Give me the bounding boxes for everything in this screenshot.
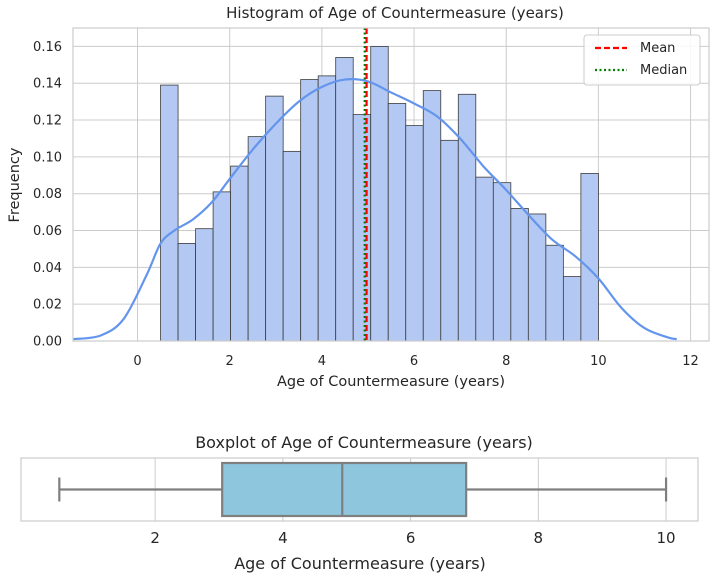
boxplot-x-tick-label: 10 <box>657 529 676 547</box>
histogram-x-tick-label: 10 <box>590 354 607 369</box>
histogram-bar <box>282 150 302 342</box>
boxplot-x-label: Age of Countermeasure (years) <box>234 554 486 573</box>
histogram-frame <box>72 27 710 342</box>
histogram-bar <box>160 84 179 342</box>
histogram-bar <box>177 243 196 342</box>
boxplot-panel: Boxplot of Age of Countermeasure (years)… <box>20 433 699 573</box>
histogram-x-tick-label: 6 <box>410 354 418 369</box>
histogram-bar <box>212 191 232 342</box>
histogram-y-tick-label: 0.14 <box>33 77 62 92</box>
histogram-bar <box>335 57 354 342</box>
histogram-y-tick-label: 0.08 <box>33 187 62 202</box>
boxplot-x-tick-label: 6 <box>406 529 416 547</box>
histogram-bar <box>422 90 442 342</box>
histogram-bar <box>247 136 267 342</box>
histogram-bar <box>562 276 582 342</box>
histogram-x-label: Age of Countermeasure (years) <box>277 374 505 390</box>
histogram-panel: Histogram of Age of Countermeasure (year… <box>7 4 710 390</box>
histogram-bar <box>457 93 477 342</box>
kde-curve <box>72 78 677 341</box>
histogram-y-tick-label: 0.02 <box>33 298 62 313</box>
histogram-bar <box>300 79 319 342</box>
histogram-y-tick-label: 0.10 <box>33 150 62 165</box>
histogram-bar <box>527 213 547 342</box>
histogram-bar <box>475 176 494 342</box>
histogram-bar <box>580 173 599 342</box>
histogram-x-tick-label: 0 <box>133 354 141 369</box>
histogram-bar <box>492 182 512 342</box>
histogram-bar <box>545 244 564 342</box>
histogram-x-ticks: 0 2 4 6 8 10 12 <box>133 354 698 369</box>
boxplot-shape <box>58 461 668 518</box>
legend: Mean Median <box>583 34 701 86</box>
boxplot-x-tick-label: 8 <box>534 529 544 547</box>
histogram-bar <box>387 103 407 342</box>
histogram-y-tick-label: 0.06 <box>33 224 62 239</box>
histogram-bar <box>195 228 214 342</box>
histogram-x-tick-label: 2 <box>226 354 234 369</box>
histogram-y-label: Frequency <box>7 147 23 222</box>
histogram-bar <box>230 165 249 342</box>
histogram-y-ticks: 0.00 0.02 0.04 0.06 0.08 0.10 0.12 0.14 0.16 <box>33 40 62 350</box>
histogram-y-tick-label: 0.00 <box>33 335 62 350</box>
iqr-box <box>221 461 468 518</box>
kde-curve-group <box>72 78 677 341</box>
histogram-bar <box>317 75 337 342</box>
histogram-bar <box>440 139 459 342</box>
boxplot-frame <box>20 457 699 522</box>
histogram-y-tick-label: 0.16 <box>33 40 62 55</box>
legend-median-label: Median <box>640 63 687 78</box>
histogram-x-tick-label: 4 <box>318 354 326 369</box>
histogram-bar <box>405 125 424 342</box>
boxplot-x-tick-label: 4 <box>278 529 288 547</box>
histogram-y-tick-label: 0.12 <box>33 114 62 129</box>
boxplot-title: Boxplot of Age of Countermeasure (years) <box>195 433 533 452</box>
histogram-x-tick-label: 8 <box>502 354 510 369</box>
histogram-bar <box>510 208 529 342</box>
histogram-y-tick-label: 0.04 <box>33 261 62 276</box>
boxplot-x-tick-label: 2 <box>150 529 160 547</box>
histogram-x-tick-label: 12 <box>682 354 699 369</box>
histogram-title: Histogram of Age of Countermeasure (year… <box>226 4 564 22</box>
legend-mean-label: Mean <box>640 41 675 56</box>
boxplot-x-ticks: 2 4 6 8 10 <box>150 529 675 547</box>
histogram-bar <box>352 114 372 342</box>
stat-lines <box>363 28 368 341</box>
